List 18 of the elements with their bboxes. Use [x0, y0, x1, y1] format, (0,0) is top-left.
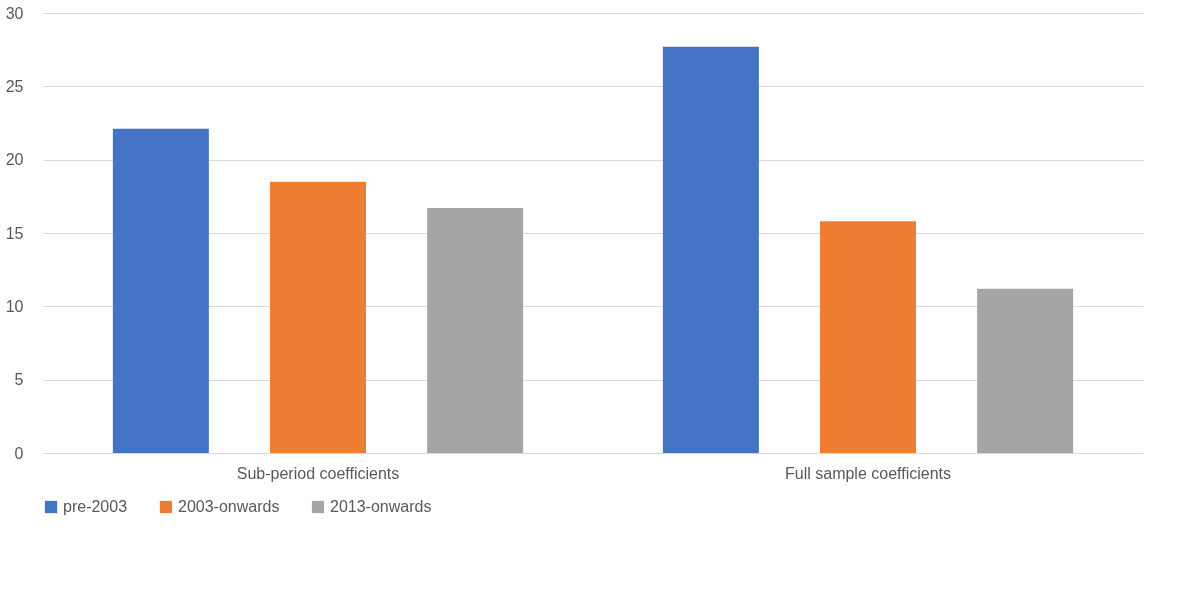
legend-label: 2013-onwards: [330, 498, 432, 515]
y-tick-label: 5: [14, 371, 24, 389]
y-tick-label: 30: [5, 4, 24, 22]
bar: [820, 221, 916, 453]
y-tick-label: 20: [5, 151, 24, 169]
legend-label: 2003-onwards: [178, 498, 280, 515]
x-tick-label: Full sample coefficients: [785, 464, 951, 482]
y-tick-label: 25: [5, 77, 24, 95]
y-tick-label: 10: [5, 297, 24, 315]
bar: [977, 288, 1074, 453]
y-tick-label: 15: [5, 224, 24, 242]
y-tick-label: 0: [14, 444, 24, 462]
bar: [112, 128, 209, 453]
legend-label: pre-2003: [63, 498, 128, 515]
bar: [270, 181, 366, 453]
bar: [427, 208, 524, 453]
x-tick-label: Sub-period coefficients: [236, 464, 400, 482]
bar: [662, 46, 759, 453]
